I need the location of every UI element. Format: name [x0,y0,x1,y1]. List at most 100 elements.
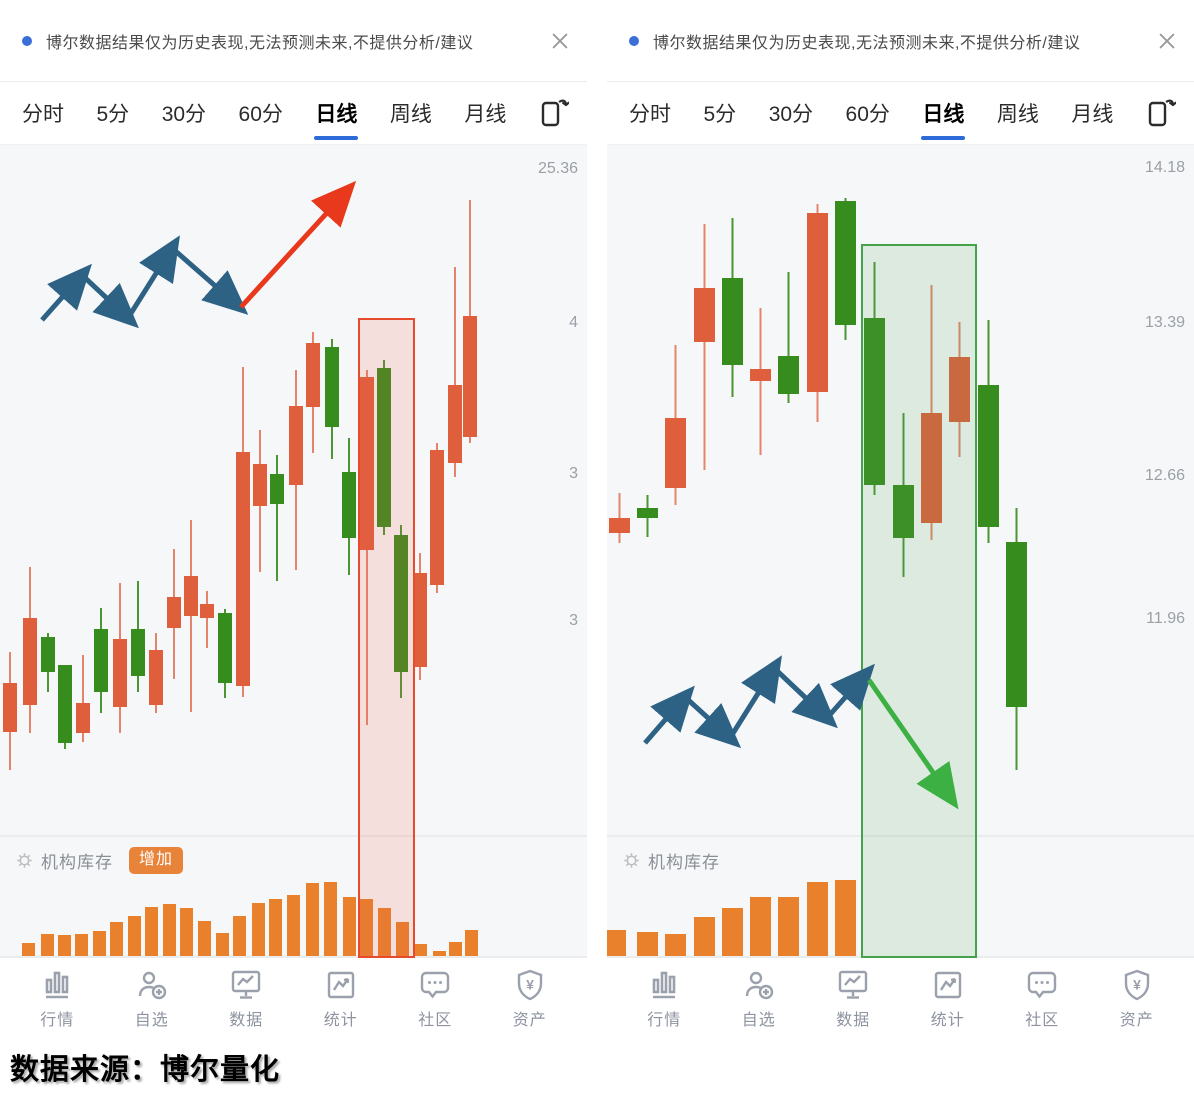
candle-body [76,703,90,733]
nav-label: 数据 [229,1012,264,1029]
nav-label: 统计 [930,1012,965,1029]
volume-bar [41,934,54,956]
axis-labels: 14.18 13.39 12.66 11.96 [1145,159,1185,627]
tab-daily[interactable]: 日线 [922,98,964,128]
candle-body [325,347,339,427]
rotate-screen-icon[interactable] [539,97,569,129]
nav-label: 社区 [1025,1012,1060,1029]
monitor-chart-icon [835,968,871,1002]
nav-label: 自选 [741,1012,776,1029]
indicator-status-badge: 增加 [129,846,184,874]
candle-body [236,452,250,686]
y-axis-label: 14.18 [1145,159,1185,176]
candle-body [377,368,391,527]
nav-item-assets[interactable]: ¥ 资产 [1102,968,1172,1030]
tab-weekly[interactable]: 周线 [389,103,432,126]
candle-body [200,604,214,618]
tab-60min[interactable]: 60分 [845,103,890,126]
candle-body [835,201,856,325]
candle-body [463,316,477,437]
tab-timeshare[interactable]: 分时 [22,103,64,126]
nav-item-data[interactable]: 数据 [818,968,888,1030]
volume-bar [637,932,658,956]
candle-body [722,278,743,365]
bar-chart-icon [646,968,682,1002]
candle-body [218,613,232,683]
zigzag-arrow-segment [643,685,695,745]
nav-item-stats[interactable]: 统计 [306,968,376,1030]
monitor-chart-icon [228,968,264,1002]
tab-timeshare[interactable]: 分时 [629,103,671,126]
nav-item-data[interactable]: 数据 [211,968,281,1030]
candle-body [167,597,181,628]
shield-yen-icon: ¥ [1119,968,1155,1002]
disclaimer-bar: 博尔数据结果仅为历史表现,无法预测未来,不提供分析/建议 [607,0,1194,82]
chart-panel-right: 博尔数据结果仅为历史表现,无法预测未来,不提供分析/建议 分时 5分 30分 6… [607,0,1194,1040]
nav-item-community[interactable]: 社区 [1007,968,1077,1030]
tab-monthly[interactable]: 月线 [1071,103,1114,126]
volume-bar [396,922,409,956]
gear-icon[interactable] [623,852,640,869]
nav-item-market[interactable]: 行情 [22,968,92,1030]
volume-bar [252,903,265,956]
nav-item-market[interactable]: 行情 [629,968,699,1030]
stats-chart-icon [323,968,359,1002]
tab-60min[interactable]: 60分 [238,103,283,126]
gear-icon[interactable] [16,852,33,869]
zigzag-arrow-segment [125,235,180,320]
highlight-region [358,318,415,958]
nav-item-watchlist[interactable]: 自选 [117,968,187,1030]
zigzag-arrow-segment [772,666,838,729]
candle-body [430,450,444,585]
volume-bar [324,882,337,956]
chart-panel-left: 博尔数据结果仅为历史表现,无法预测未来,不提供分析/建议 分时 5分 30分 6… [0,0,587,1040]
nav-item-watchlist[interactable]: 自选 [724,968,794,1030]
tab-5min[interactable]: 5分 [96,103,130,126]
trend-arrow [239,180,357,309]
tab-monthly[interactable]: 月线 [464,103,507,126]
nav-item-assets[interactable]: ¥ 资产 [495,968,565,1030]
zigzag-arrow-segment [683,695,742,749]
volume-bar [287,895,300,956]
rotate-screen-icon[interactable] [1146,97,1176,129]
shield-yen-icon: ¥ [512,968,548,1002]
volume-bar [835,880,856,956]
candle-body [394,535,408,672]
tab-weekly[interactable]: 周线 [996,103,1039,126]
close-icon[interactable] [1156,30,1178,52]
tab-30min[interactable]: 30分 [161,103,207,126]
zigzag-arrow-segment [80,273,139,329]
candles [3,200,477,770]
candle-body [750,369,771,381]
volume-bar [807,882,828,956]
trend-annotation [40,180,357,329]
indicator-row: 机构库存 [623,845,720,875]
candle-body [306,343,320,407]
volume-bar [128,916,141,956]
nav-label: 社区 [418,1012,453,1029]
candle-body [131,629,145,676]
tab-30min[interactable]: 30分 [768,103,814,126]
volume-bar [343,897,356,956]
tab-daily[interactable]: 日线 [315,98,357,128]
close-icon[interactable] [549,30,571,52]
kline-chart[interactable]: 14.18 13.39 12.66 11.96 机构库存 [607,145,1194,958]
candle-body [289,406,303,485]
candle-body [23,618,37,705]
candle-body [3,683,17,732]
nav-item-stats[interactable]: 统计 [913,968,983,1030]
kline-chart[interactable]: 25.36 4 3 3 机构库存 增加 [0,145,587,958]
volume-bar [778,897,799,956]
candle-body [253,464,267,506]
volume-bar [93,931,106,956]
volume-bar [180,908,193,956]
nav-item-community[interactable]: 社区 [400,968,470,1030]
period-tab-bar: 分时 5分 30分 60分 日线 周线 月线 [607,82,1194,145]
tab-5min[interactable]: 5分 [703,103,737,126]
candle-body [113,639,127,707]
nav-label: 行情 [647,1012,682,1029]
candle-body [893,485,914,538]
nav-label: 行情 [40,1012,75,1029]
volume-bar [198,921,211,956]
trend-arrow [866,678,959,810]
